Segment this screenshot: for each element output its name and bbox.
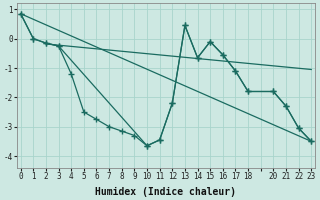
X-axis label: Humidex (Indice chaleur): Humidex (Indice chaleur)	[95, 186, 236, 197]
